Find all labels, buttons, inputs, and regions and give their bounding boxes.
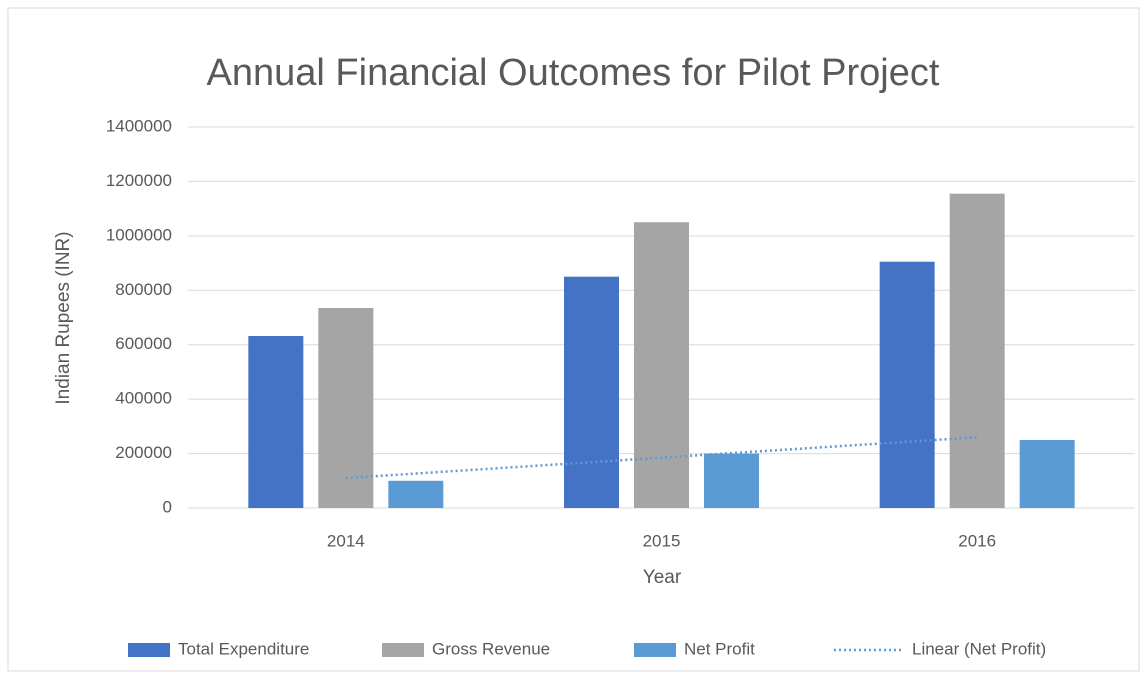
bar [248, 336, 304, 508]
y-tick-label: 1000000 [106, 225, 172, 244]
y-tick-label: 800000 [115, 280, 172, 299]
trendline [345, 435, 978, 480]
bar [879, 261, 935, 508]
y-tick-label: 200000 [115, 443, 172, 462]
legend-label: Linear (Net Profit) [912, 639, 1046, 658]
y-tick-label: 600000 [115, 334, 172, 353]
bar [634, 222, 689, 508]
y-tick-label: 1400000 [106, 116, 172, 135]
y-tick-label: 1200000 [106, 171, 172, 190]
legend-label: Net Profit [684, 639, 755, 658]
legend-label: Total Expenditure [178, 639, 309, 658]
bar [318, 307, 374, 508]
legend-swatch [382, 643, 424, 657]
bar [564, 276, 619, 508]
y-tick-label: 400000 [115, 389, 172, 408]
legend-label: Gross Revenue [432, 639, 550, 658]
x-axis-label: Year [643, 567, 682, 588]
y-tick-label: 0 [163, 497, 172, 516]
chart-title: Annual Financial Outcomes for Pilot Proj… [207, 52, 940, 94]
x-tick-label: 2015 [643, 531, 681, 550]
legend-swatch [634, 643, 676, 657]
bar [388, 480, 444, 508]
y-axis-label: Indian Rupees (INR) [53, 231, 74, 404]
bar [1019, 439, 1075, 508]
legend-swatch [128, 643, 170, 657]
x-tick-label: 2016 [958, 531, 996, 550]
bar [704, 453, 759, 508]
x-tick-label: 2014 [327, 531, 365, 550]
bar [949, 193, 1005, 509]
